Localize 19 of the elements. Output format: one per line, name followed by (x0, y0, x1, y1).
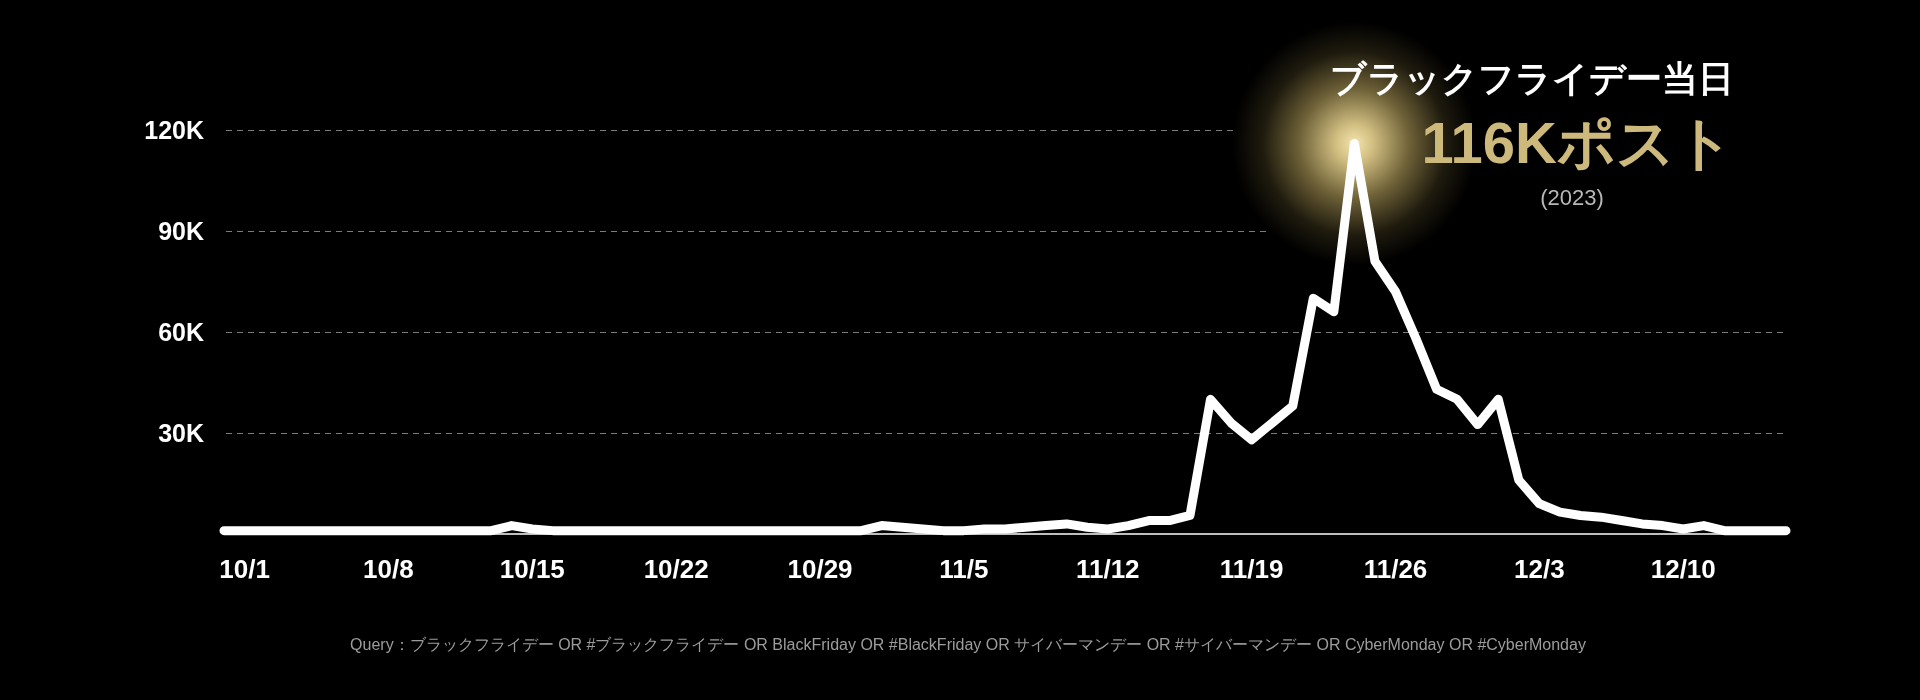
x-tick-label: 11/12 (1075, 554, 1140, 584)
annotation: 116Kポスト (1421, 109, 1734, 177)
x-tick-label: 11/5 (939, 554, 989, 584)
text: ブラックフライデー当日 (1330, 58, 1734, 100)
y-tick-label: 30K (158, 419, 204, 447)
annotation: (2023) (1540, 185, 1604, 211)
x-tick-label: 10/8 (363, 554, 414, 584)
y-tick-label: 90K (158, 217, 204, 245)
y-tick-label: 120K (144, 116, 204, 144)
x-tick-label: 10/1 (219, 554, 270, 584)
x-tick-label: 11/19 (1219, 554, 1284, 584)
text: Query：ブラックフライデー OR #ブラックフライデー OR BlackFriday OR #BlackFriday OR サイバーマンデー OR #サイバーマンデー OR CyberMonday OR #CyberMonday (350, 635, 1586, 655)
x-tick-label: 12/10 (1650, 554, 1716, 584)
x-tick-label: 12/3 (1514, 554, 1565, 584)
x-tick-label: 10/29 (787, 554, 853, 584)
x-tick-label: 11/26 (1363, 554, 1428, 584)
x-tick-label: 10/15 (499, 554, 565, 584)
x-tick-label: 10/22 (643, 554, 709, 584)
y-tick-label: 60K (158, 318, 204, 346)
